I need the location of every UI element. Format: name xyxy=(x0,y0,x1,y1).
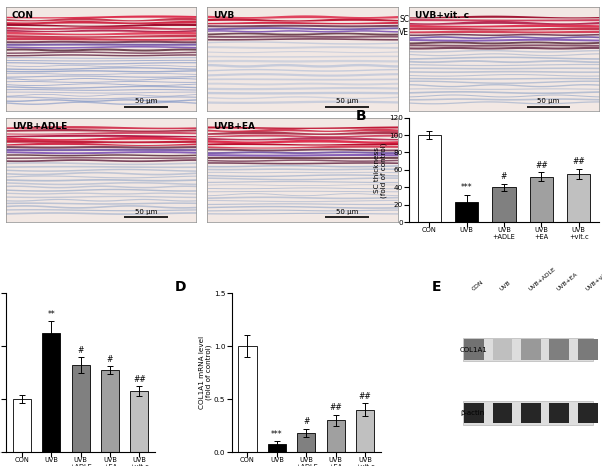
Text: 50 μm: 50 μm xyxy=(134,208,157,214)
Text: B: B xyxy=(356,110,367,123)
Text: #: # xyxy=(78,345,84,355)
Text: 50 μm: 50 μm xyxy=(336,208,358,214)
Bar xyxy=(464,403,484,424)
Bar xyxy=(550,339,569,360)
Y-axis label: COL1A1 mRNA level
(fold of control): COL1A1 mRNA level (fold of control) xyxy=(199,336,213,409)
Text: ##: ## xyxy=(359,391,371,401)
Bar xyxy=(464,339,484,360)
Text: COL1A1: COL1A1 xyxy=(460,347,488,352)
Bar xyxy=(550,403,569,424)
Bar xyxy=(492,403,512,424)
Bar xyxy=(130,391,149,452)
Bar xyxy=(463,401,594,425)
Text: UVB+EA: UVB+EA xyxy=(213,122,255,131)
Text: UVB+vit. c: UVB+vit. c xyxy=(415,11,469,20)
Text: ***: *** xyxy=(271,430,283,439)
Text: CON: CON xyxy=(471,279,485,292)
Text: UVB+vit.c: UVB+vit.c xyxy=(585,268,602,292)
Bar xyxy=(530,177,553,222)
Bar xyxy=(418,135,441,222)
Bar xyxy=(42,333,60,452)
Text: UVB+ADLE: UVB+ADLE xyxy=(528,266,557,292)
Text: SC: SC xyxy=(400,15,409,24)
Text: UVB: UVB xyxy=(213,11,234,20)
Bar xyxy=(578,339,598,360)
Text: VE: VE xyxy=(400,27,409,37)
Text: #: # xyxy=(107,355,113,364)
Text: 50 μm: 50 μm xyxy=(538,98,560,104)
Bar xyxy=(72,364,90,452)
Text: ##: ## xyxy=(133,375,146,384)
Bar xyxy=(238,346,256,452)
Text: #: # xyxy=(501,172,507,181)
Y-axis label: SC thickness
(fold of control): SC thickness (fold of control) xyxy=(374,142,388,198)
Text: UVB: UVB xyxy=(499,280,512,292)
Bar xyxy=(356,410,374,452)
Text: E: E xyxy=(432,281,441,295)
Text: 50 μm: 50 μm xyxy=(134,98,157,104)
Text: CON: CON xyxy=(11,11,34,20)
Bar xyxy=(492,187,515,222)
Text: UVB+EA: UVB+EA xyxy=(556,271,579,292)
Text: ##: ## xyxy=(573,158,585,166)
Text: ***: *** xyxy=(461,184,473,192)
Text: ##: ## xyxy=(329,403,342,412)
Bar xyxy=(492,339,512,360)
Bar xyxy=(13,399,31,452)
Text: **: ** xyxy=(48,310,55,319)
Bar xyxy=(268,444,286,452)
Bar xyxy=(521,403,541,424)
Bar xyxy=(455,202,478,222)
Text: β-actin: β-actin xyxy=(460,410,484,416)
Bar xyxy=(101,370,119,452)
Bar xyxy=(326,420,345,452)
Bar xyxy=(578,403,598,424)
Bar xyxy=(567,174,591,222)
Text: D: D xyxy=(175,281,187,295)
Text: ##: ## xyxy=(535,161,548,170)
Text: 50 μm: 50 μm xyxy=(336,98,358,104)
Bar xyxy=(521,339,541,360)
Text: UVB+ADLE: UVB+ADLE xyxy=(11,122,67,131)
Bar xyxy=(297,433,315,452)
Bar xyxy=(463,337,594,362)
Text: #: # xyxy=(303,417,309,426)
